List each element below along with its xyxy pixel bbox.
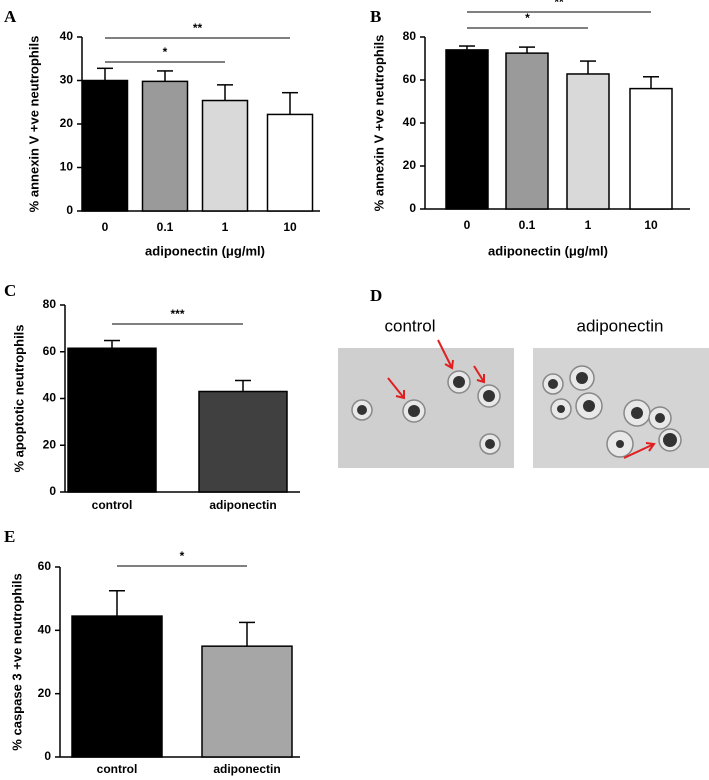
panel-letter: D — [370, 286, 382, 305]
y-axis-label: % caspase 3 +ve neutrophils — [9, 573, 24, 750]
x-axis-label: adiponectin (μg/ml) — [488, 243, 608, 258]
x-tick-label: 0.1 — [157, 220, 174, 234]
x-tick-label: 0 — [464, 218, 471, 232]
x-tick-label: control — [97, 762, 138, 776]
bar — [81, 79, 129, 212]
x-tick-label: 10 — [283, 220, 297, 234]
x-tick-label: adiponectin — [213, 762, 280, 776]
panel-letter: A — [4, 7, 17, 26]
x-tick-label: control — [92, 498, 133, 512]
panel-letter: C — [4, 281, 16, 300]
bar — [629, 87, 673, 210]
panel-letter: E — [4, 527, 15, 546]
x-tick-label: 10 — [644, 218, 658, 232]
bar — [201, 99, 249, 212]
significance-label: ** — [554, 0, 564, 9]
cells — [351, 365, 682, 458]
bar — [566, 73, 610, 210]
y-tick-label: 20 — [43, 437, 57, 451]
bar — [67, 347, 157, 493]
y-axis-label: % annexin V +ve neutrophils — [371, 35, 386, 212]
bar — [71, 615, 163, 758]
bar-chart: B % annexin V +ve neutrophils 0 20 40 60 80 0 0.… — [370, 0, 690, 258]
bar-chart: C % apoptotic neutrophils 0 20 40 60 80 control… — [4, 281, 300, 512]
y-tick-label: 40 — [38, 623, 52, 637]
y-axis-label: % apoptotic neutrophils — [11, 324, 26, 472]
significance-label: ** — [193, 21, 203, 35]
image-label: control — [384, 316, 435, 335]
nuclei — [357, 372, 677, 449]
x-tick-label: 1 — [222, 220, 229, 234]
significance-label: *** — [170, 307, 184, 321]
x-axis-label: adiponectin (μg/ml) — [145, 243, 265, 258]
y-tick-label: 60 — [43, 344, 57, 358]
arrows — [387, 339, 656, 459]
x-tick-label: 1 — [585, 218, 592, 232]
y-tick-label: 20 — [38, 686, 52, 700]
y-tick-label: 60 — [38, 559, 52, 573]
y-tick-label: 0 — [409, 201, 416, 215]
x-tick-label: 0 — [102, 220, 109, 234]
significance-label: * — [525, 11, 530, 25]
image-label: adiponectin — [577, 316, 664, 335]
y-tick-label: 60 — [403, 72, 417, 86]
y-tick-label: 40 — [403, 115, 417, 129]
bar — [505, 52, 549, 210]
y-tick-label: 40 — [60, 29, 74, 43]
y-tick-label: 80 — [43, 297, 57, 311]
y-tick-label: 0 — [44, 749, 51, 763]
x-tick-label: adiponectin — [209, 498, 276, 512]
y-axis-label: % annexin V +ve neutrophils — [26, 36, 41, 213]
y-tick-label: 10 — [60, 160, 74, 174]
y-tick-label: 0 — [66, 203, 73, 217]
y-tick-label: 80 — [403, 29, 417, 43]
panel-letter: B — [370, 7, 381, 26]
bar-chart: E % caspase 3 +ve neutrophils 0 20 40 60 contr… — [4, 527, 300, 776]
y-tick-label: 40 — [43, 391, 57, 405]
y-tick-label: 20 — [60, 116, 74, 130]
x-tick-label: 0.1 — [519, 218, 536, 232]
bar — [266, 113, 314, 212]
significance-label: * — [163, 45, 168, 59]
y-tick-label: 30 — [60, 73, 74, 87]
bar-chart: A % annexin V +ve neutrophils 0 10 20 30 40 0 0.… — [4, 7, 320, 258]
y-tick-label: 0 — [49, 484, 56, 498]
micrographs: D control adiponectin — [338, 286, 709, 468]
bar — [445, 49, 489, 210]
bar — [201, 645, 293, 758]
y-tick-label: 20 — [403, 158, 417, 172]
bar — [198, 390, 288, 493]
bar — [141, 80, 189, 212]
significance-label: * — [180, 549, 185, 563]
